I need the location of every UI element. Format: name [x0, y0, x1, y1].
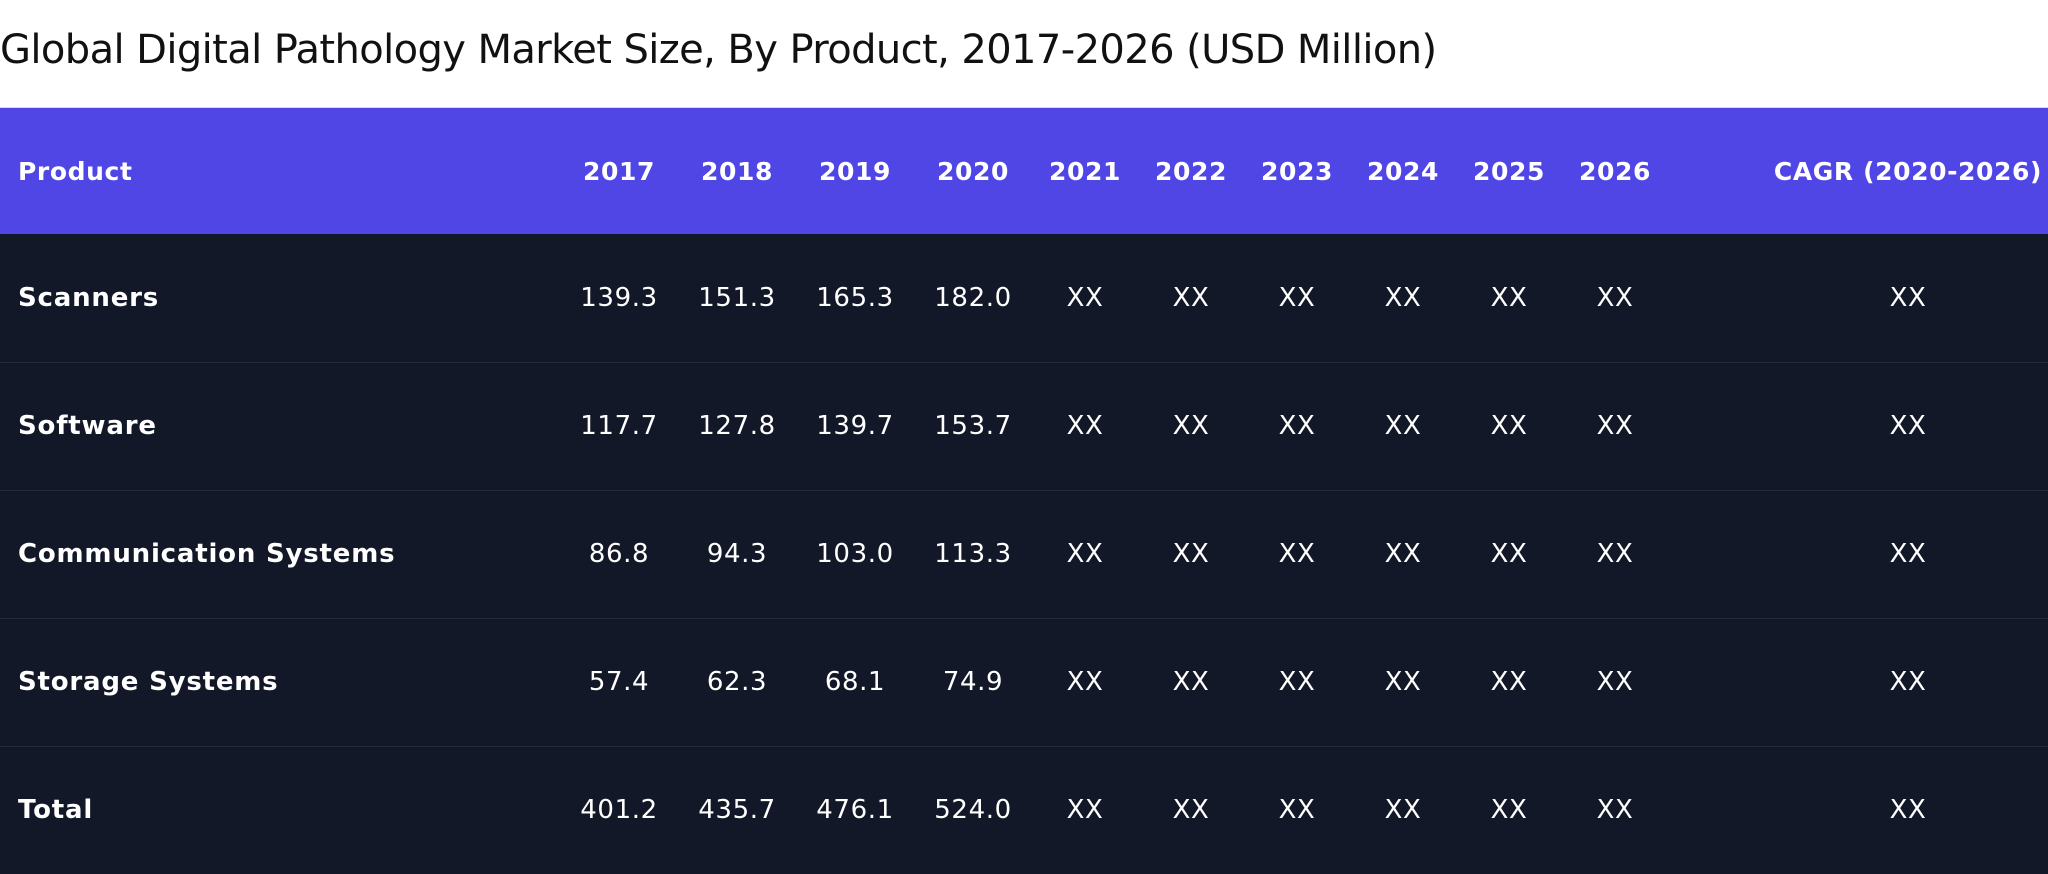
table-cell: XX: [1562, 361, 1668, 490]
table-cell: XX: [1562, 617, 1668, 746]
row-label: Communication Systems: [0, 489, 560, 618]
row-label: Storage Systems: [0, 617, 560, 746]
table-cell: XX: [1490, 282, 1528, 313]
table-cell: 524.0: [914, 745, 1032, 874]
table-cell: XX: [1350, 617, 1456, 746]
table-cell: 86.8: [560, 489, 678, 618]
column-header: 2025: [1473, 156, 1545, 186]
table-cell: 103.0: [796, 489, 914, 618]
table-cell: XX: [1172, 282, 1210, 313]
table-cell: 68.1: [796, 617, 914, 746]
column-header: CAGR (2020-2026): [1773, 156, 2043, 186]
table-cell: XX: [1668, 617, 2048, 746]
table-cell: XX: [1244, 361, 1350, 490]
table-cell: 153.7: [914, 361, 1032, 490]
table-cell: 62.3: [678, 617, 796, 746]
row-label: Scanners: [18, 282, 160, 313]
table-cell: 151.3: [698, 282, 776, 313]
table-row: Software 117.7 127.8 139.7 153.7 XX XX X…: [0, 361, 2048, 490]
table-cell: 139.3: [580, 282, 658, 313]
table-cell: XX: [1244, 489, 1350, 618]
table-cell: XX: [1350, 361, 1456, 490]
market-size-table: Product 2017 2018 2019 2020 2021 2022 20…: [0, 108, 2048, 874]
table-cell: 476.1: [796, 745, 914, 874]
table-row: Scanners 139.3 151.3 165.3 182.0 XX XX X…: [0, 234, 2048, 362]
table-cell: XX: [1456, 745, 1562, 874]
table-cell: XX: [1668, 489, 2048, 618]
table-cell: 57.4: [560, 617, 678, 746]
table-cell: XX: [1668, 745, 2048, 874]
column-header: Product: [18, 156, 133, 186]
table-cell: XX: [1278, 282, 1316, 313]
table-cell: XX: [1889, 282, 1927, 313]
table-cell: XX: [1456, 617, 1562, 746]
table-cell: XX: [1562, 745, 1668, 874]
table-cell: XX: [1668, 361, 2048, 490]
table-cell: 94.3: [678, 489, 796, 618]
column-header: 2018: [701, 156, 773, 186]
table-cell: XX: [1350, 745, 1456, 874]
row-label: Total: [0, 745, 560, 874]
table-row: Communication Systems 86.8 94.3 103.0 11…: [0, 489, 2048, 618]
table-cell: XX: [1066, 282, 1104, 313]
table-cell: XX: [1138, 361, 1244, 490]
table-cell: 139.7: [796, 361, 914, 490]
table-row: Storage Systems 57.4 62.3 68.1 74.9 XX X…: [0, 617, 2048, 746]
table-cell: 165.3: [816, 282, 894, 313]
column-header: 2024: [1367, 156, 1439, 186]
table-cell: 401.2: [560, 745, 678, 874]
table-cell: XX: [1244, 745, 1350, 874]
column-header: 2023: [1261, 156, 1333, 186]
table-row-total: Total 401.2 435.7 476.1 524.0 XX XX XX X…: [0, 745, 2048, 874]
table-cell: XX: [1562, 489, 1668, 618]
table-cell: XX: [1384, 282, 1422, 313]
table-cell: XX: [1138, 489, 1244, 618]
column-header: 2021: [1049, 156, 1121, 186]
table-cell: XX: [1456, 489, 1562, 618]
table-cell: XX: [1032, 361, 1138, 490]
title-divider: [0, 107, 2048, 108]
table-cell: 435.7: [678, 745, 796, 874]
table-cell: XX: [1244, 617, 1350, 746]
column-header: 2019: [819, 156, 891, 186]
table-cell: XX: [1032, 617, 1138, 746]
page-title: Global Digital Pathology Market Size, By…: [0, 27, 1437, 73]
table-cell: 74.9: [914, 617, 1032, 746]
table-cell: XX: [1350, 489, 1456, 618]
column-header: 2020: [937, 156, 1009, 186]
column-header: 2022: [1155, 156, 1227, 186]
table-cell: XX: [1456, 361, 1562, 490]
table-header-row: Product 2017 2018 2019 2020 2021 2022 20…: [0, 108, 2048, 234]
table-cell: XX: [1596, 282, 1634, 313]
column-header: 2017: [583, 156, 655, 186]
table-cell: XX: [1032, 745, 1138, 874]
table-cell: 117.7: [560, 361, 678, 490]
table-cell: XX: [1032, 489, 1138, 618]
column-header: 2026: [1579, 156, 1651, 186]
table-cell: 127.8: [678, 361, 796, 490]
table-cell: XX: [1138, 617, 1244, 746]
table-cell: XX: [1138, 745, 1244, 874]
table-cell: 182.0: [934, 282, 1012, 313]
row-label: Software: [0, 361, 560, 490]
table-cell: 113.3: [914, 489, 1032, 618]
